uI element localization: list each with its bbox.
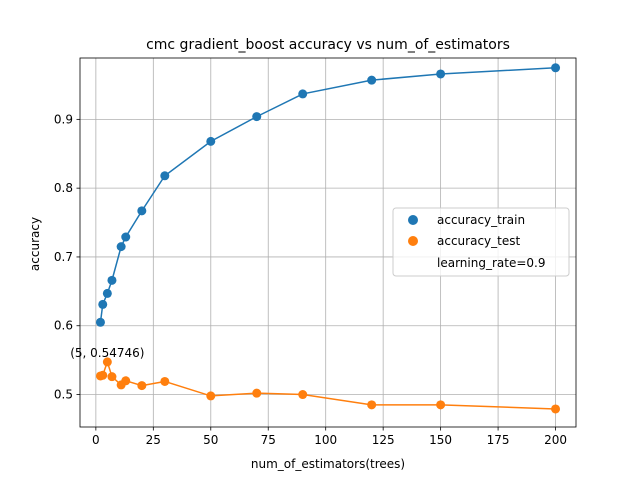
- x-tick-label-8: 200: [544, 433, 567, 447]
- y-tick-label-1: 0.6: [54, 319, 73, 333]
- data-point-0-2: [102, 288, 112, 298]
- data-point-1-7: [160, 376, 170, 386]
- legend-box: [392, 207, 570, 277]
- data-point-1-9: [252, 388, 262, 398]
- grid: [80, 58, 576, 427]
- x-tick-label-1: 25: [146, 433, 161, 447]
- x-tick-label-0: 0: [92, 433, 100, 447]
- x-tick-label-5: 125: [372, 433, 395, 447]
- data-point-1-10: [298, 390, 308, 400]
- data-point-0-12: [436, 69, 446, 79]
- legend: accuracy_train accuracy_test learning_ra…: [392, 207, 570, 277]
- data-point-0-11: [367, 75, 377, 85]
- y-tick-label-4: 0.9: [54, 112, 73, 126]
- y-axis-label: accuracy: [28, 217, 42, 271]
- x-tick-label-4: 100: [314, 433, 337, 447]
- data-point-1-11: [367, 400, 377, 410]
- legend-marker-train: [408, 215, 418, 225]
- data-point-0-3: [107, 275, 117, 285]
- y-tick-label-3: 0.8: [54, 181, 73, 195]
- data-point-0-7: [160, 171, 170, 181]
- data-point-0-8: [206, 136, 216, 146]
- axis-tick-labels: 0 25 50 75 100 125 150 175 200 0.5 0.6 0.7 0.8 0.9: [54, 112, 567, 447]
- data-point-1-2: [102, 357, 112, 367]
- data-point-1-12: [436, 400, 446, 410]
- x-axis-label: num_of_estimators(trees): [251, 457, 405, 471]
- data-point-1-3: [107, 372, 117, 382]
- data-point-0-1: [98, 299, 108, 309]
- legend-entry-learning-rate: learning_rate=0.9: [437, 256, 545, 270]
- data-point-1-6: [137, 381, 147, 391]
- x-tick-label-6: 150: [429, 433, 452, 447]
- data-point-0-10: [298, 89, 308, 99]
- data-point-1-8: [206, 391, 216, 401]
- data-point-0-5: [121, 232, 131, 242]
- data-point-0-9: [252, 112, 262, 122]
- legend-marker-test: [408, 236, 418, 246]
- data-point-1-1: [98, 370, 108, 380]
- x-tick-label-3: 75: [261, 433, 276, 447]
- data-point-0-6: [137, 206, 147, 216]
- data-point-1-5: [121, 376, 131, 386]
- series-points: [95, 63, 561, 414]
- data-point-0-0: [95, 317, 105, 327]
- y-tick-label-2: 0.7: [54, 250, 73, 264]
- x-tick-label-7: 175: [487, 433, 510, 447]
- legend-entry-train: accuracy_train: [437, 213, 525, 227]
- x-tick-label-2: 50: [203, 433, 218, 447]
- axis-ticks: [76, 118, 556, 431]
- annotation-label: (5, 0.54746): [70, 346, 144, 360]
- data-point-1-13: [551, 404, 561, 414]
- chart-title: cmc gradient_boost accuracy vs num_of_es…: [146, 37, 510, 53]
- plot-frame: [79, 57, 577, 428]
- data-point-0-4: [116, 242, 126, 252]
- legend-entry-test: accuracy_test: [437, 234, 520, 248]
- y-tick-label-0: 0.5: [54, 388, 73, 402]
- data-point-0-13: [551, 63, 561, 73]
